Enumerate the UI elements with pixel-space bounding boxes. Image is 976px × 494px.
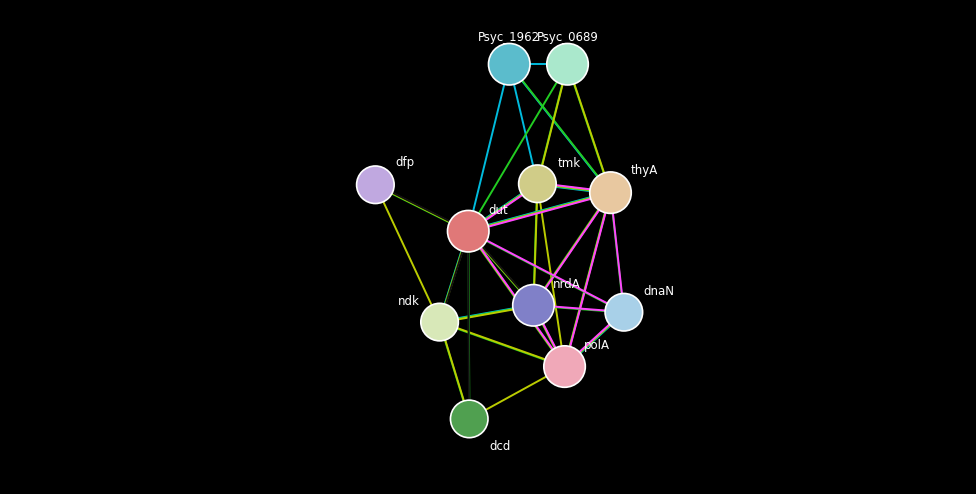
Circle shape	[544, 346, 586, 387]
Text: dnaN: dnaN	[643, 285, 674, 298]
Circle shape	[512, 285, 554, 326]
Circle shape	[518, 165, 556, 203]
Circle shape	[590, 172, 631, 213]
Text: dcd: dcd	[489, 440, 510, 453]
Text: tmk: tmk	[557, 157, 581, 169]
Text: ndk: ndk	[398, 295, 420, 308]
Circle shape	[356, 166, 394, 204]
Text: polA: polA	[585, 339, 610, 352]
Circle shape	[451, 400, 488, 438]
Circle shape	[489, 43, 530, 85]
Circle shape	[421, 303, 459, 341]
Text: nrdA: nrdA	[553, 278, 581, 291]
Circle shape	[547, 43, 589, 85]
Text: thyA: thyA	[630, 164, 658, 177]
Text: Psyc_1962: Psyc_1962	[478, 31, 541, 43]
Text: Psyc_0689: Psyc_0689	[537, 31, 598, 43]
Text: dut: dut	[488, 204, 508, 217]
Circle shape	[447, 210, 489, 252]
Circle shape	[605, 293, 642, 331]
Text: dfp: dfp	[395, 156, 414, 169]
